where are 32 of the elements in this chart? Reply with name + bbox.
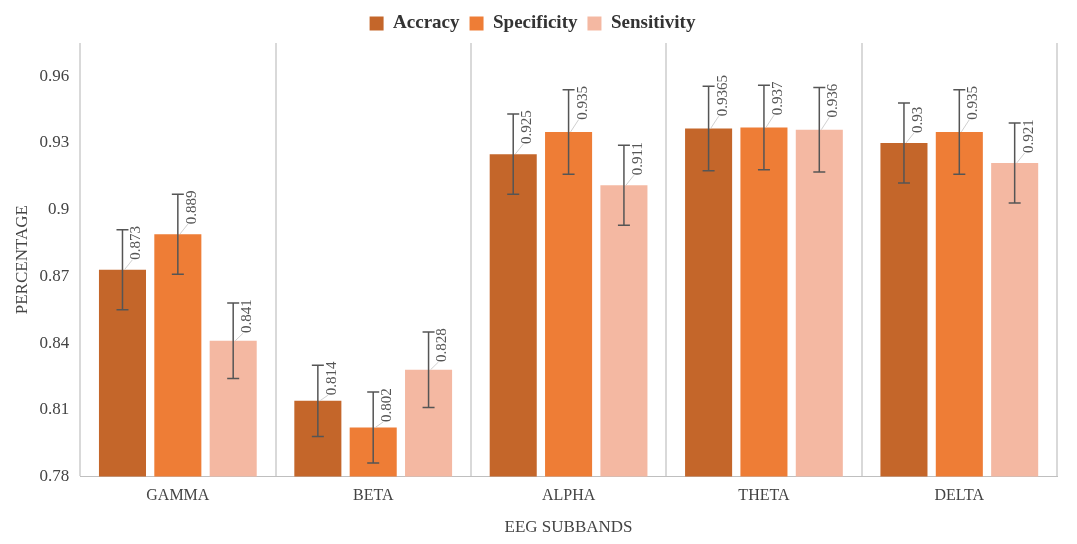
- data-label: 0.921: [1019, 119, 1036, 154]
- data-label: 0.802: [378, 388, 395, 422]
- data-label: 0.937: [768, 80, 785, 116]
- data-label: 0.873: [127, 225, 144, 260]
- data-label: 0.93: [908, 106, 925, 134]
- data-label: 0.936: [824, 83, 841, 118]
- data-label: 0.911: [628, 142, 645, 176]
- x-tick-label: BETA: [352, 486, 394, 504]
- data-label: 0.828: [433, 328, 450, 362]
- y-tick-label: 0.87: [39, 265, 70, 285]
- y-tick-label: 0.9: [47, 199, 70, 219]
- x-tick-label: DELTA: [934, 486, 985, 504]
- x-tick-label: THETA: [738, 486, 790, 504]
- data-label: 0.935: [964, 85, 981, 120]
- x-axis-title: EEG SUBBANDS: [504, 517, 633, 537]
- data-label: 0.889: [182, 190, 199, 225]
- y-tick-label: 0.81: [39, 399, 70, 419]
- data-label: 0.935: [573, 85, 590, 120]
- y-axis-title: PERCENTAGE: [11, 205, 31, 315]
- data-label: 0.925: [518, 110, 535, 145]
- legend-label: Sensitivity: [610, 11, 696, 33]
- y-tick-label: 0.84: [39, 332, 70, 352]
- data-label: 0.814: [322, 361, 339, 396]
- legend-label: Accracy: [393, 11, 461, 33]
- legend-label: Specificity: [493, 11, 578, 33]
- data-label: 0.841: [238, 299, 255, 334]
- x-tick-label: ALPHA: [541, 486, 596, 504]
- y-tick-label: 0.96: [39, 65, 70, 85]
- data-label: 0.9365: [713, 75, 730, 117]
- y-tick-label: 0.93: [39, 132, 70, 152]
- x-tick-label: GAMMA: [146, 486, 210, 504]
- y-tick-label: 0.78: [39, 465, 70, 485]
